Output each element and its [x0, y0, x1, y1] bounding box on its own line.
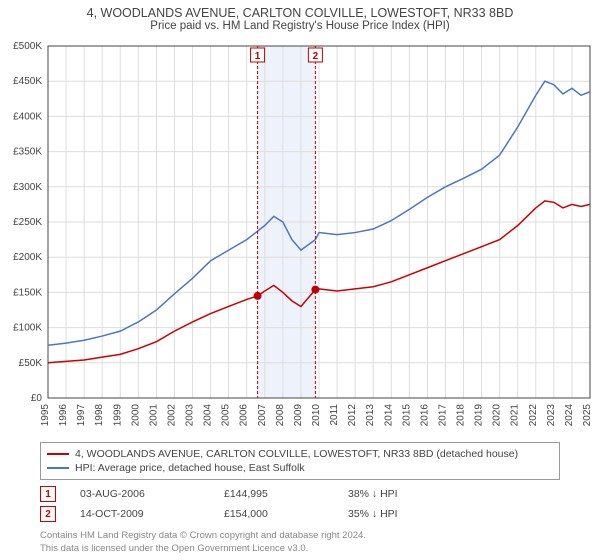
svg-text:1996: 1996 [58, 404, 69, 427]
legend-label-hpi: HPI: Average price, detached house, East… [75, 461, 305, 475]
footer-line-1: Contains HM Land Registry data © Crown c… [40, 530, 560, 542]
svg-text:2001: 2001 [148, 404, 159, 427]
page-title: 4, WOODLANDS AVENUE, CARLTON COLVILLE, L… [0, 0, 600, 20]
transaction-date: 14-OCT-2009 [80, 508, 200, 520]
transaction-price: £154,000 [224, 508, 324, 520]
svg-text:£0: £0 [31, 393, 43, 404]
price-chart: £0 £50K £100K £150K £200K £250K £300K £350K £400… [0, 36, 600, 436]
svg-text:2: 2 [313, 51, 319, 62]
attribution-footer: Contains HM Land Registry data © Crown c… [40, 530, 560, 555]
svg-text:1997: 1997 [76, 404, 87, 427]
legend-swatch-hpi [47, 467, 69, 469]
svg-text:2006: 2006 [239, 404, 250, 427]
svg-text:2021: 2021 [510, 404, 521, 427]
svg-text:£250K: £250K [13, 217, 42, 228]
legend-swatch-property [47, 453, 69, 455]
svg-text:2015: 2015 [401, 404, 412, 427]
page-subtitle: Price paid vs. HM Land Registry's House … [0, 20, 600, 36]
marker-badge-1: 1 [40, 486, 56, 502]
svg-text:2019: 2019 [474, 404, 485, 427]
svg-text:2007: 2007 [257, 404, 268, 427]
svg-text:2024: 2024 [564, 404, 575, 427]
footer-line-2: This data is licensed under the Open Gov… [40, 543, 560, 555]
svg-text:2005: 2005 [221, 404, 232, 427]
svg-text:£350K: £350K [13, 147, 42, 158]
svg-text:2025: 2025 [582, 404, 593, 427]
transactions-table: 1 03-AUG-2006 £144,995 38% ↓ HPI 2 14-OC… [40, 484, 560, 524]
svg-text:2013: 2013 [365, 404, 376, 427]
svg-text:£150K: £150K [13, 287, 42, 298]
transaction-delta: 35% ↓ HPI [348, 508, 398, 520]
svg-text:2012: 2012 [347, 404, 358, 427]
table-row: 1 03-AUG-2006 £144,995 38% ↓ HPI [40, 484, 560, 504]
svg-text:£100K: £100K [13, 323, 42, 334]
svg-text:1995: 1995 [40, 404, 51, 427]
svg-text:2003: 2003 [185, 404, 196, 427]
svg-text:2020: 2020 [492, 404, 503, 427]
legend-item-property: 4, WOODLANDS AVENUE, CARLTON COLVILLE, L… [47, 447, 553, 461]
table-row: 2 14-OCT-2009 £154,000 35% ↓ HPI [40, 504, 560, 524]
svg-text:£300K: £300K [13, 182, 42, 193]
svg-text:£50K: £50K [19, 358, 43, 369]
svg-text:2011: 2011 [329, 404, 340, 426]
svg-text:2010: 2010 [311, 404, 322, 427]
legend-label-property: 4, WOODLANDS AVENUE, CARLTON COLVILLE, L… [75, 447, 518, 461]
svg-text:1999: 1999 [112, 404, 123, 427]
svg-text:2014: 2014 [383, 404, 394, 427]
svg-text:2023: 2023 [546, 404, 557, 427]
svg-text:£450K: £450K [13, 76, 42, 87]
svg-text:2017: 2017 [437, 404, 448, 427]
svg-text:£200K: £200K [13, 252, 42, 263]
transaction-delta: 38% ↓ HPI [348, 488, 398, 500]
svg-text:2004: 2004 [203, 404, 214, 427]
transaction-date: 03-AUG-2006 [80, 488, 200, 500]
svg-text:2016: 2016 [419, 404, 430, 427]
svg-text:£400K: £400K [13, 111, 42, 122]
transaction-price: £144,995 [224, 488, 324, 500]
svg-text:2018: 2018 [456, 404, 467, 427]
svg-text:1: 1 [255, 51, 261, 62]
svg-text:2008: 2008 [275, 404, 286, 427]
svg-text:1998: 1998 [94, 404, 105, 427]
legend: 4, WOODLANDS AVENUE, CARLTON COLVILLE, L… [40, 442, 560, 480]
svg-text:2000: 2000 [130, 404, 141, 427]
marker-badge-2: 2 [40, 506, 56, 522]
legend-item-hpi: HPI: Average price, detached house, East… [47, 461, 553, 475]
svg-text:£500K: £500K [13, 41, 42, 52]
svg-text:2022: 2022 [528, 404, 539, 427]
svg-text:2009: 2009 [293, 404, 304, 427]
svg-text:2002: 2002 [166, 404, 177, 427]
